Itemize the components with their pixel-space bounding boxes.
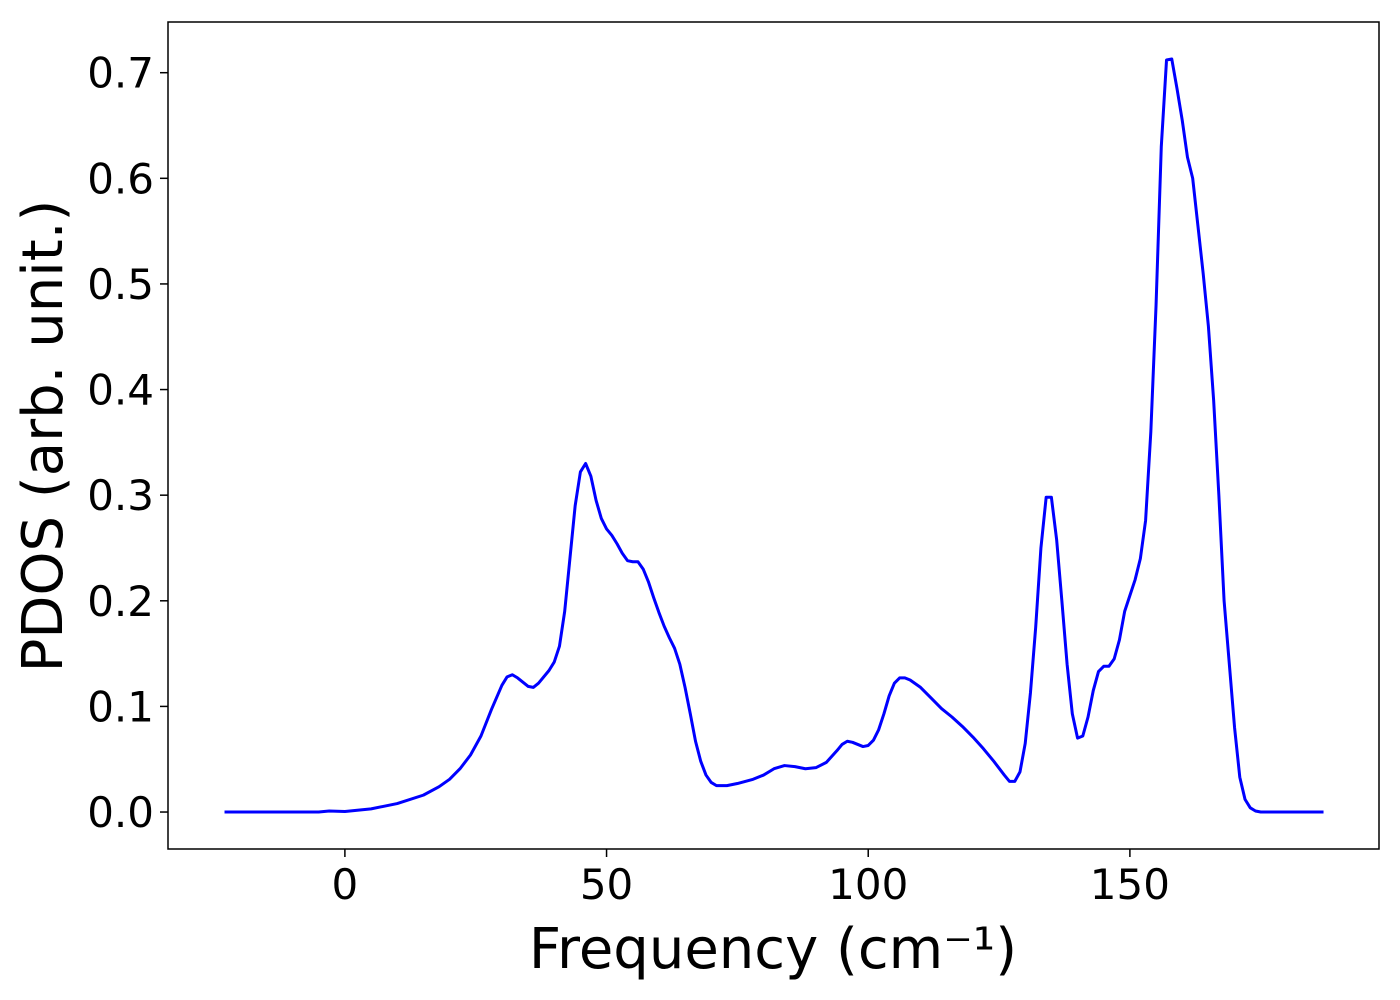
y-tick-label: 0.6 [87,154,154,203]
y-tick-label: 0.0 [87,788,154,837]
y-tick-label: 0.2 [87,577,154,626]
y-tick-label: 0.5 [87,260,154,309]
x-tick-label: 0 [332,860,359,909]
x-axis-label: Frequency (cm⁻¹) [529,917,1017,982]
data-line [224,57,1324,814]
x-tick-label: 150 [1090,860,1170,909]
plot-frame [167,21,1380,850]
y-tick-label: 0.1 [87,682,154,731]
x-tick-label: 50 [580,860,633,909]
y-tick-label: 0.7 [87,49,154,98]
y-tick-label: 0.3 [87,471,154,520]
y-tick-label: 0.4 [87,366,154,415]
y-axis-label: PDOS (arb. unit.) [11,200,76,673]
x-tick-label: 100 [828,860,908,909]
